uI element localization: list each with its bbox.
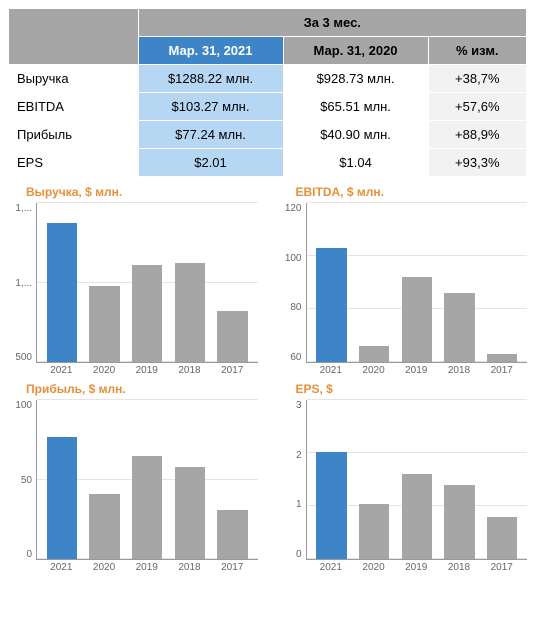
cell-pct: +57,6% (428, 93, 526, 121)
chart-title: EPS, $ (296, 382, 528, 396)
col-pct: % изм. (428, 37, 526, 65)
col-2020: Мар. 31, 2020 (283, 37, 428, 65)
col-2021: Мар. 31, 2021 (138, 37, 283, 65)
cell-2020: $40.90 млн. (283, 121, 428, 149)
x-axis: 20212020201920182017 (36, 363, 258, 376)
chart-bar (132, 265, 162, 362)
chart-bar (217, 510, 247, 559)
cell-2021: $1288.22 млн. (138, 65, 283, 93)
chart-bar (89, 286, 119, 362)
x-axis: 20212020201920182017 (306, 363, 528, 376)
cell-2021: $103.27 млн. (138, 93, 283, 121)
chart-panel: Выручка, $ млн. 1,...1,...500202120202019… (8, 183, 258, 376)
chart-bar (175, 263, 205, 362)
chart-title: EBITDA, $ млн. (296, 185, 528, 199)
chart-bar (444, 485, 474, 559)
x-axis: 20212020201920182017 (36, 560, 258, 573)
cell-pct: +93,3% (428, 149, 526, 177)
chart-bar (487, 517, 517, 559)
cell-2020: $928.73 млн. (283, 65, 428, 93)
row-label: Прибыль (9, 121, 139, 149)
table-row: EBITDA $103.27 млн. $65.51 млн. +57,6% (9, 93, 527, 121)
empty-corner (9, 9, 139, 65)
chart-panel: EBITDA, $ млн. 12010080602021202020192018… (278, 183, 528, 376)
chart-bar (217, 311, 247, 362)
chart-bar (132, 456, 162, 559)
x-axis: 20212020201920182017 (306, 560, 528, 573)
chart-title: Выручка, $ млн. (26, 185, 258, 199)
cell-2020: $1.04 (283, 149, 428, 177)
y-axis: 100500 (8, 400, 36, 560)
chart-bar (316, 452, 346, 559)
chart-bar (316, 248, 346, 362)
financial-table: За 3 мес. Мар. 31, 2021 Мар. 31, 2020 % … (8, 8, 527, 177)
y-axis: 1201008060 (278, 203, 306, 363)
chart-bar (175, 467, 205, 559)
table-row: Выручка $1288.22 млн. $928.73 млн. +38,7… (9, 65, 527, 93)
chart-plot (306, 203, 528, 363)
chart-bar (359, 504, 389, 559)
period-header: За 3 мес. (138, 9, 527, 37)
chart-panel: Прибыль, $ млн. 1005002021202020192018201… (8, 380, 258, 573)
chart-plot (36, 203, 258, 363)
chart-panel: EPS, $ 321020212020201920182017 (278, 380, 528, 573)
table-row: EPS $2.01 $1.04 +93,3% (9, 149, 527, 177)
chart-plot (36, 400, 258, 560)
chart-bar (487, 354, 517, 362)
chart-bar (402, 474, 432, 559)
chart-plot (306, 400, 528, 560)
cell-2021: $77.24 млн. (138, 121, 283, 149)
chart-title: Прибыль, $ млн. (26, 382, 258, 396)
cell-2020: $65.51 млн. (283, 93, 428, 121)
chart-bar (402, 277, 432, 362)
row-label: EPS (9, 149, 139, 177)
chart-bar (89, 494, 119, 559)
row-label: EBITDA (9, 93, 139, 121)
y-axis: 3210 (278, 400, 306, 560)
chart-bar (47, 437, 77, 559)
table-row: Прибыль $77.24 млн. $40.90 млн. +88,9% (9, 121, 527, 149)
cell-2021: $2.01 (138, 149, 283, 177)
cell-pct: +38,7% (428, 65, 526, 93)
charts-grid: Выручка, $ млн.1,...1,...500202120202019… (8, 183, 527, 573)
y-axis: 1,...1,...500 (8, 203, 36, 363)
chart-bar (47, 223, 77, 362)
chart-bar (444, 293, 474, 362)
row-label: Выручка (9, 65, 139, 93)
cell-pct: +88,9% (428, 121, 526, 149)
chart-bar (359, 346, 389, 362)
